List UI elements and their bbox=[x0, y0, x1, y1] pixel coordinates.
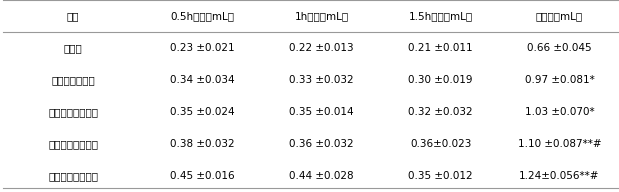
Text: 总流量（mL）: 总流量（mL） bbox=[536, 11, 583, 21]
Text: 0.66 ±0.045: 0.66 ±0.045 bbox=[527, 43, 592, 53]
Text: 0.36±0.023: 0.36±0.023 bbox=[410, 139, 471, 149]
Text: 0.33 ±0.032: 0.33 ±0.032 bbox=[290, 75, 354, 85]
Text: 模型组: 模型组 bbox=[64, 43, 82, 53]
Text: 1h流量（mL）: 1h流量（mL） bbox=[295, 11, 348, 21]
Text: 0.5h流量（mL）: 0.5h流量（mL） bbox=[171, 11, 235, 21]
Text: 0.35 ±0.024: 0.35 ±0.024 bbox=[170, 107, 235, 117]
Text: 0.97 ±0.081*: 0.97 ±0.081* bbox=[525, 75, 594, 85]
Text: 原九味羌活颗粒: 原九味羌活颗粒 bbox=[51, 75, 95, 85]
Text: 0.22 ±0.013: 0.22 ±0.013 bbox=[290, 43, 354, 53]
Text: 组别: 组别 bbox=[67, 11, 79, 21]
Text: 0.34 ±0.034: 0.34 ±0.034 bbox=[170, 75, 235, 85]
Text: 0.21 ±0.011: 0.21 ±0.011 bbox=[409, 43, 473, 53]
Text: 0.23 ±0.021: 0.23 ±0.021 bbox=[170, 43, 235, 53]
Text: 0.35 ±0.012: 0.35 ±0.012 bbox=[409, 171, 473, 181]
Text: 0.44 ±0.028: 0.44 ±0.028 bbox=[290, 171, 354, 181]
Text: 1.5h流量（mL）: 1.5h流量（mL） bbox=[409, 11, 473, 21]
Text: 本发明组低剂量组: 本发明组低剂量组 bbox=[48, 107, 98, 117]
Text: 本发明组高剂量组: 本发明组高剂量组 bbox=[48, 171, 98, 181]
Text: 1.10 ±0.087**#: 1.10 ±0.087**# bbox=[517, 139, 601, 149]
Text: 本发明组中剂量组: 本发明组中剂量组 bbox=[48, 139, 98, 149]
Text: 0.32 ±0.032: 0.32 ±0.032 bbox=[409, 107, 473, 117]
Text: 0.45 ±0.016: 0.45 ±0.016 bbox=[170, 171, 235, 181]
Text: 0.36 ±0.032: 0.36 ±0.032 bbox=[290, 139, 354, 149]
Text: 1.24±0.056**#: 1.24±0.056**# bbox=[519, 171, 600, 181]
Text: 1.03 ±0.070*: 1.03 ±0.070* bbox=[525, 107, 594, 117]
Text: 0.38 ±0.032: 0.38 ±0.032 bbox=[170, 139, 235, 149]
Text: 0.30 ±0.019: 0.30 ±0.019 bbox=[409, 75, 473, 85]
Text: 0.35 ±0.014: 0.35 ±0.014 bbox=[290, 107, 354, 117]
